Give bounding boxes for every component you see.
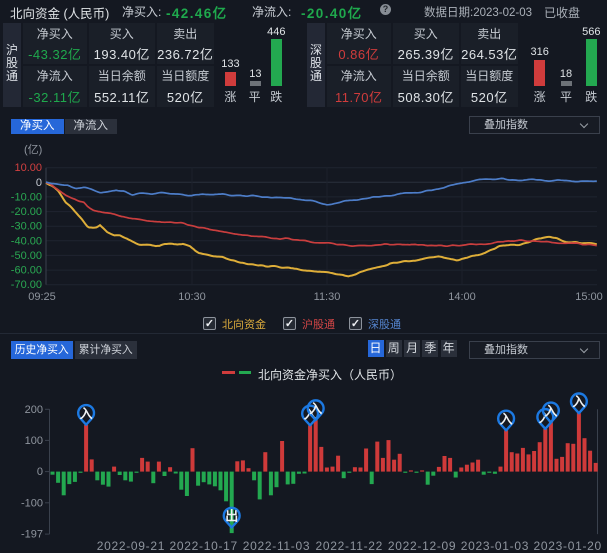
svg-text:0: 0 [37, 466, 43, 478]
svg-text:入: 入 [500, 411, 513, 426]
svg-text:200: 200 [25, 404, 43, 416]
svg-text:-50.00: -50.00 [11, 250, 42, 262]
svg-text:-100: -100 [21, 497, 43, 509]
svg-text:入: 入 [309, 401, 322, 416]
svg-text:-10.00: -10.00 [11, 191, 42, 203]
svg-text:-20.00: -20.00 [11, 206, 42, 218]
svg-text:09:25: 09:25 [28, 291, 56, 303]
svg-text:10:30: 10:30 [178, 291, 206, 303]
svg-text:-70.00: -70.00 [11, 279, 42, 291]
svg-text:2022-11-03: 2022-11-03 [243, 539, 311, 553]
svg-text:2022-09-21: 2022-09-21 [97, 539, 165, 553]
svg-text:2022-10-17: 2022-10-17 [170, 539, 238, 553]
svg-text:入: 入 [544, 403, 557, 418]
svg-text:-30.00: -30.00 [11, 221, 42, 233]
svg-text:2023-01-03: 2023-01-03 [461, 539, 529, 553]
svg-text:出: 出 [225, 509, 238, 524]
svg-text:2022-11-22: 2022-11-22 [316, 539, 384, 553]
svg-text:-40.00: -40.00 [11, 235, 42, 247]
svg-text:(亿): (亿) [24, 143, 42, 156]
svg-text:100: 100 [25, 435, 43, 447]
svg-text:11:30: 11:30 [314, 291, 341, 303]
svg-text:15:00: 15:00 [575, 291, 603, 303]
svg-text:0: 0 [36, 177, 42, 189]
svg-text:-197: -197 [21, 529, 43, 541]
svg-text:入: 入 [80, 406, 93, 421]
svg-text:14:00: 14:00 [448, 291, 476, 303]
svg-text:2022-12-09: 2022-12-09 [388, 539, 456, 553]
svg-text:10.00: 10.00 [14, 162, 42, 174]
svg-text:入: 入 [572, 394, 585, 409]
svg-text:2023-01-20: 2023-01-20 [534, 539, 602, 553]
svg-text:-60.00: -60.00 [11, 265, 42, 277]
